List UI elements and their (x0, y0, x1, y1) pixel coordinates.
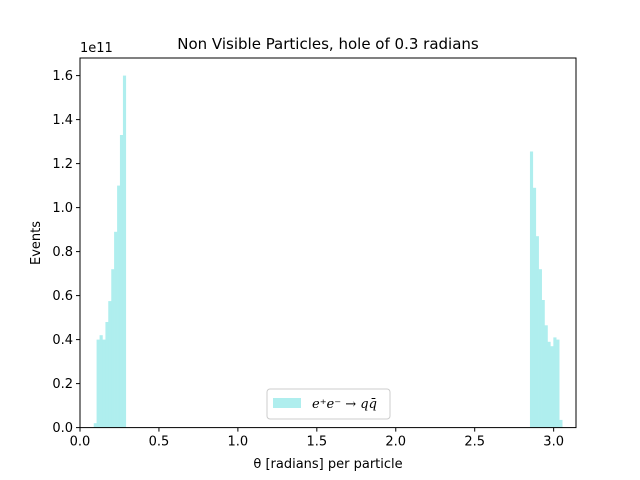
plot-frame (79, 57, 577, 429)
x-tick-label: 1.0 (228, 435, 249, 450)
y-tick-label: 1.6 (52, 69, 73, 84)
histogram-bar-3 (102, 339, 106, 428)
histogram-bar-16 (544, 325, 548, 428)
histogram-bar-20 (556, 339, 560, 428)
y-tick-label: 0.2 (52, 377, 73, 392)
histogram-bar-4 (105, 322, 109, 428)
histogram-bar-17 (547, 341, 551, 428)
histogram-bar-21 (559, 419, 563, 428)
x-tick-label: 3.0 (543, 435, 564, 450)
histogram-bar-18 (550, 346, 554, 428)
y-axis-ticks: 0.0 0.2 0.4 0.6 0.8 1.0 1.2 1.4 1.6 (52, 69, 80, 436)
histogram-bar-0 (93, 423, 97, 428)
x-tick-label: 2.5 (464, 435, 485, 450)
histogram-bar-12 (532, 187, 537, 428)
histogram-bar-15 (541, 300, 545, 428)
histogram-bar-6 (111, 269, 115, 428)
x-tick-label: 0.0 (70, 435, 91, 450)
histogram-bar-10 (122, 75, 127, 428)
histogram-bar-2 (99, 335, 103, 428)
legend-box (266, 388, 391, 420)
histogram-bar-9 (119, 135, 124, 428)
y-tick-label: 1.4 (52, 113, 73, 128)
histogram-bar-7 (114, 231, 118, 428)
histogram-bar-8 (117, 185, 121, 428)
y-multiplier-label: 1e11 (80, 41, 113, 56)
histogram-bar-1 (96, 339, 100, 428)
y-tick-label: 1.0 (52, 201, 73, 216)
y-tick-label: 0.4 (52, 333, 73, 348)
histogram-bar-5 (108, 301, 112, 428)
x-tick-label: 2.0 (385, 435, 406, 450)
x-tick-label: 1.5 (306, 435, 327, 450)
x-axis-ticks: 0.0 0.5 1.0 1.5 2.0 2.5 3.0 (70, 427, 564, 450)
y-tick-label: 0.0 (52, 421, 73, 436)
histogram-bar-11 (529, 151, 534, 428)
histogram-bar-14 (538, 269, 542, 428)
x-axis-label: θ [radians] per particle (253, 457, 402, 472)
y-tick-label: 0.8 (52, 245, 73, 260)
y-axis-label: Events (29, 221, 44, 265)
y-tick-label: 1.2 (52, 157, 73, 172)
histogram-bar-13 (535, 236, 539, 428)
histogram-bars (93, 75, 563, 428)
y-tick-label: 0.6 (52, 289, 73, 304)
legend: e⁺e⁻ → qq̄ (266, 388, 391, 420)
histogram-bar-19 (553, 337, 557, 428)
x-tick-label: 0.5 (149, 435, 170, 450)
legend-swatch (273, 398, 301, 408)
legend-entry-label: e⁺e⁻ → qq̄ (312, 397, 377, 412)
chart-title: Non Visible Particles, hole of 0.3 radia… (177, 35, 479, 53)
